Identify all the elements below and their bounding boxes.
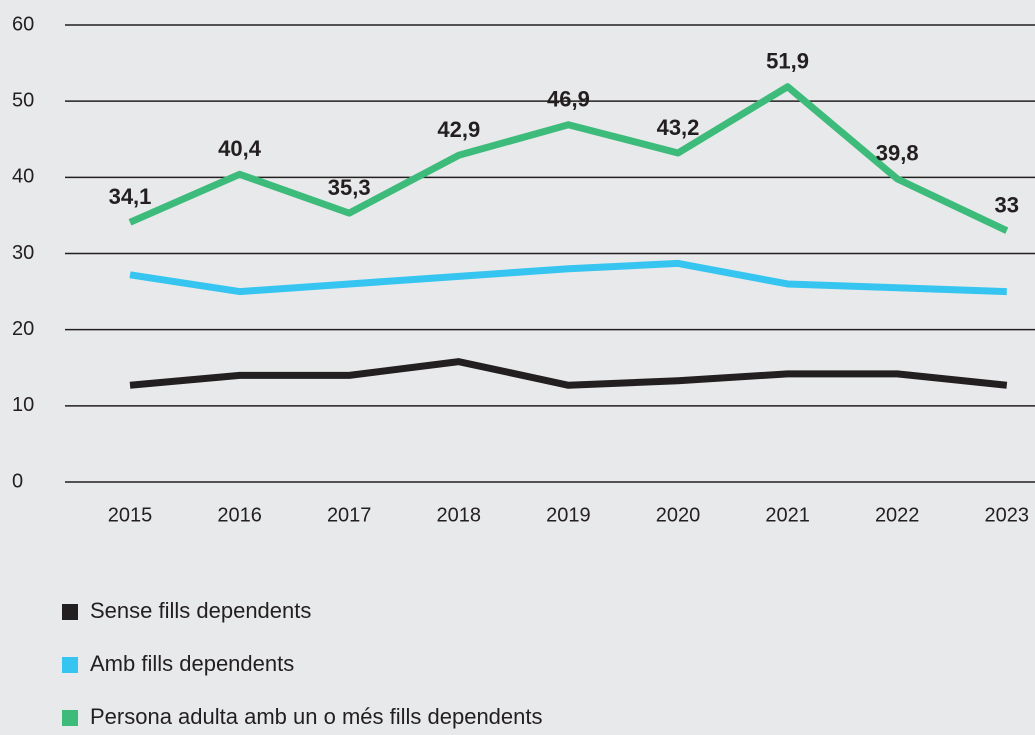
series-line — [129, 259, 1007, 296]
x-tick-label: 2015 — [108, 504, 153, 526]
data-label: 43,2 — [657, 115, 700, 140]
series-line — [129, 358, 1008, 389]
x-tick-label: 2021 — [765, 504, 810, 526]
legend-label: Amb fills dependents — [90, 651, 294, 676]
y-tick-label: 30 — [12, 242, 34, 264]
legend-swatch — [62, 657, 78, 673]
y-tick-label: 50 — [12, 89, 34, 111]
y-tick-label: 0 — [12, 470, 23, 492]
x-tick-label: 2016 — [217, 504, 262, 526]
data-label: 34,1 — [109, 184, 152, 209]
data-label: 40,4 — [218, 136, 262, 161]
legend-label: Persona adulta amb un o més fills depend… — [90, 704, 543, 729]
y-tick-label: 10 — [12, 394, 34, 416]
data-label: 35,3 — [328, 175, 371, 200]
data-label: 39,8 — [876, 141, 919, 166]
legend-swatch — [62, 604, 78, 620]
y-tick-label: 20 — [12, 318, 34, 340]
x-tick-label: 2022 — [875, 504, 920, 526]
y-tick-label: 40 — [12, 166, 34, 188]
data-label: 33 — [995, 192, 1019, 217]
data-label: 42,9 — [437, 117, 480, 142]
x-tick-label: 2018 — [437, 504, 482, 526]
legend-label: Sense fills dependents — [90, 598, 311, 623]
data-label: 51,9 — [766, 49, 809, 74]
series-line — [128, 83, 1009, 234]
x-tick-label: 2020 — [656, 504, 701, 526]
y-tick-label: 60 — [12, 13, 34, 35]
x-tick-label: 2019 — [546, 504, 591, 526]
data-label: 46,9 — [547, 87, 590, 112]
x-tick-label: 2023 — [985, 504, 1030, 526]
legend-swatch — [62, 710, 78, 726]
x-tick-label: 2017 — [327, 504, 372, 526]
